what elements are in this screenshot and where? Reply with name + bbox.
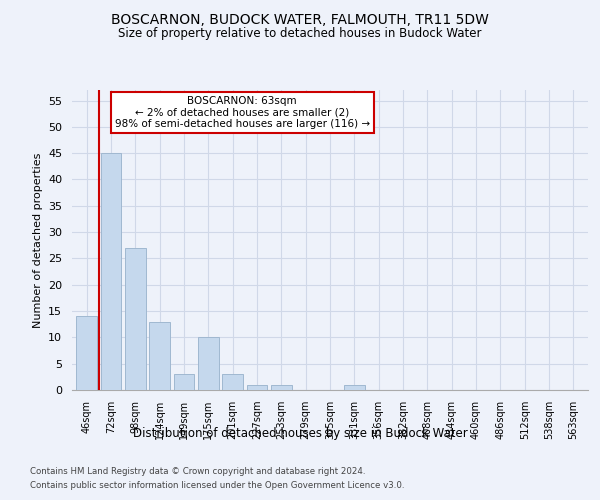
Text: Contains public sector information licensed under the Open Government Licence v3: Contains public sector information licen… (30, 481, 404, 490)
Bar (76, 316, 97, 390)
Bar (222, 374, 243, 390)
Text: BOSCARNON, BUDOCK WATER, FALMOUTH, TR11 5DW: BOSCARNON, BUDOCK WATER, FALMOUTH, TR11 … (111, 12, 489, 26)
Bar (271, 384, 292, 390)
Y-axis label: Number of detached properties: Number of detached properties (32, 152, 43, 328)
Bar (173, 374, 194, 390)
Text: Contains HM Land Registry data © Crown copyright and database right 2024.: Contains HM Land Registry data © Crown c… (30, 468, 365, 476)
Bar (101, 153, 121, 390)
Bar (198, 338, 218, 390)
Bar (247, 384, 268, 390)
Text: Distribution of detached houses by size in Budock Water: Distribution of detached houses by size … (133, 428, 467, 440)
Text: Size of property relative to detached houses in Budock Water: Size of property relative to detached ho… (118, 28, 482, 40)
Bar (344, 384, 365, 390)
Bar (149, 322, 170, 390)
Bar (125, 248, 146, 390)
Text: BOSCARNON: 63sqm
← 2% of detached houses are smaller (2)
98% of semi-detached ho: BOSCARNON: 63sqm ← 2% of detached houses… (115, 96, 370, 129)
